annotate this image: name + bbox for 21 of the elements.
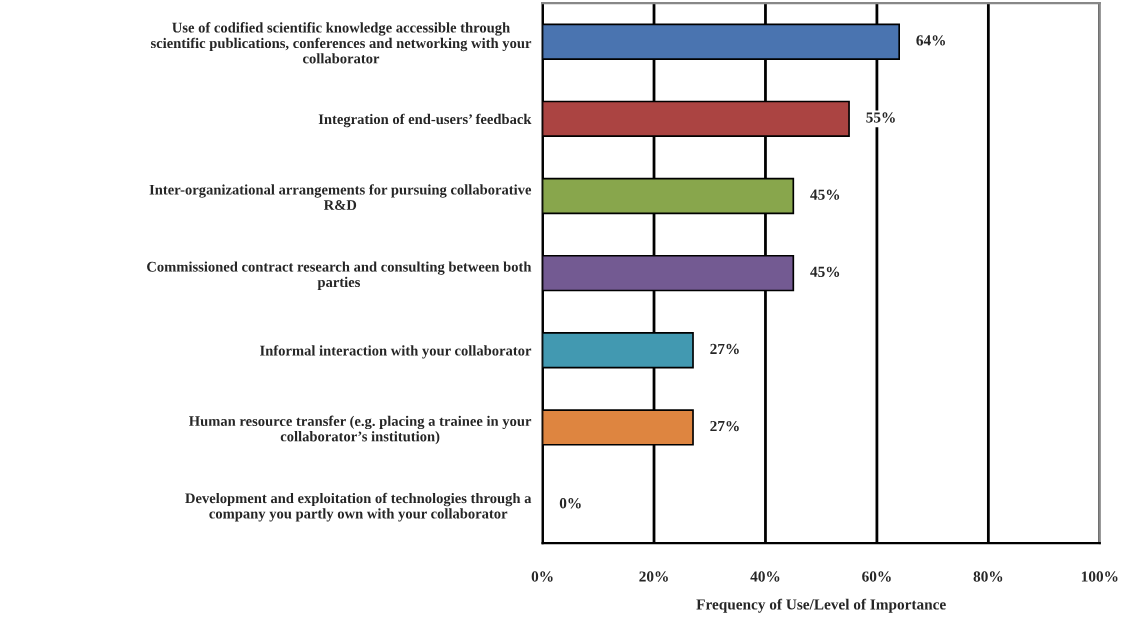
data-label: 45% <box>810 266 840 277</box>
x-axis-title: Frequency of Use/Level of Importance <box>696 598 946 613</box>
x-tick-label: 100% <box>1081 571 1118 582</box>
x-tick-label: 40% <box>750 571 780 582</box>
x-tick-label: 60% <box>862 571 891 582</box>
data-label: 27% <box>710 420 739 432</box>
data-label: 64% <box>916 35 945 46</box>
x-tick-label: 0% <box>531 571 553 582</box>
y-tick-label: Development and exploitation of technologies through a company you partly own with your collaborator <box>185 492 532 522</box>
y-tick-label: Human resource transfer (e.g. placing a trainee in your collaborator’s institution) <box>189 415 532 445</box>
x-tick-label: 80% <box>973 571 1003 582</box>
x-tick-label: 20% <box>639 571 668 582</box>
data-label: 0% <box>559 498 581 509</box>
y-tick-label: Commissioned contract research and consulting between both parties <box>147 261 532 290</box>
data-label: 45% <box>810 189 840 200</box>
y-tick-label: Informal interaction with your collaborator <box>260 345 532 359</box>
data-label: 55% <box>866 112 895 123</box>
y-tick-label: Inter-organizational arrangements for pursuing collaborative R&D <box>149 184 532 210</box>
y-tick-label: Use of codified scientific knowledge accessible through scientific publications, conferences and networking with your collaborator <box>150 22 532 64</box>
y-tick-label: Integration of end-users’ feedback <box>318 113 532 128</box>
data-label: 27% <box>710 343 739 355</box>
